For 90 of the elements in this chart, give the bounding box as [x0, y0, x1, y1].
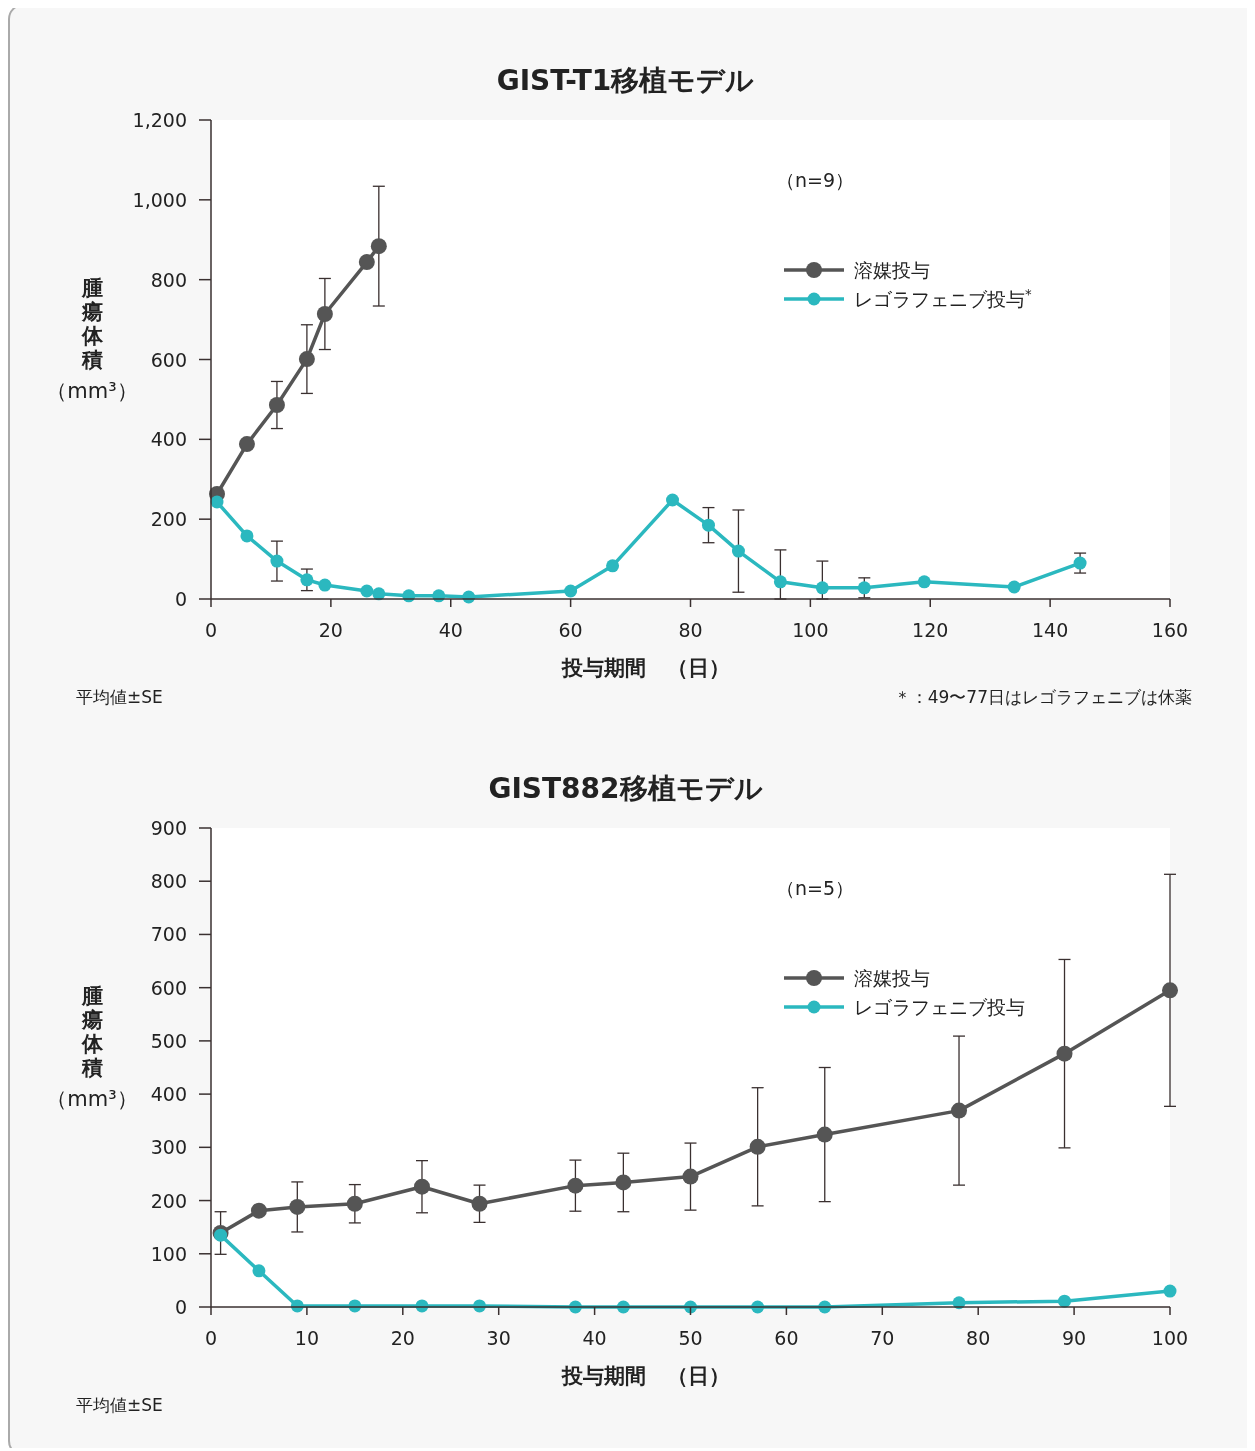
point: [346, 1195, 363, 1212]
x-tick-label: 0: [204, 619, 218, 641]
text: 平均値±SE: [76, 1395, 163, 1415]
y-tick-label: 800: [150, 268, 187, 291]
y-tick-label: 600: [150, 348, 187, 371]
x-tick-label: 40: [438, 619, 463, 641]
x-axis-title: 投与期間 （日）: [560, 656, 730, 680]
y-tick-label: 400: [150, 1083, 187, 1106]
legend-label: レゴラフェニブ投与: [854, 996, 1025, 1018]
y-tick-label: 500: [150, 1029, 187, 1052]
y-tick-label: 0: [174, 588, 187, 610]
point: [816, 1126, 833, 1143]
chart-title: GIST-T1移植モデル: [496, 64, 755, 97]
point: [1058, 1294, 1072, 1308]
point: [1163, 1284, 1177, 1298]
point: [360, 584, 374, 598]
x-tick-label: 70: [870, 1327, 895, 1349]
point: [773, 575, 787, 589]
point: [289, 1198, 306, 1215]
point: [358, 254, 375, 271]
point: [606, 559, 620, 573]
point: [370, 238, 387, 255]
x-tick-label: 120: [912, 619, 949, 641]
point: [252, 1264, 266, 1278]
y-tick-label: 200: [150, 508, 187, 531]
x-tick-label: 90: [1062, 1327, 1087, 1349]
point: [318, 578, 332, 592]
point: [413, 1178, 430, 1195]
annotation: （n=9）: [775, 169, 855, 191]
point: [731, 544, 745, 558]
x-tick-label: 40: [582, 1327, 607, 1349]
y-tick-label: 900: [150, 817, 187, 839]
point: [250, 1202, 267, 1219]
point: [1162, 982, 1178, 999]
point: [666, 493, 680, 507]
y-tick-label: 1,200: [132, 109, 187, 131]
point: [1007, 580, 1021, 594]
y-tick-label: 600: [150, 976, 187, 999]
point: [471, 1195, 488, 1212]
point: [238, 436, 255, 453]
point: [316, 306, 333, 322]
point: [815, 581, 829, 595]
point: [917, 575, 931, 589]
y-axis-title: 腫瘍体積（mm³）: [46, 276, 138, 403]
x-tick-label: 50: [678, 1327, 703, 1349]
y-tick-label: 800: [150, 870, 187, 893]
y-tick-label: 200: [150, 1189, 187, 1212]
text: 平均値±SE: [76, 687, 163, 707]
x-tick-label: 100: [1151, 1327, 1189, 1349]
y-tick-label: 300: [150, 1136, 187, 1159]
legend-label: レゴラフェニブ投与$^{*}$: [854, 286, 1032, 310]
point: [951, 1102, 968, 1119]
x-tick-label: 80: [966, 1327, 991, 1349]
point: [857, 581, 871, 595]
point: [749, 1138, 766, 1155]
x-tick-label: 100: [792, 619, 829, 641]
point: [240, 529, 254, 543]
point: [682, 1168, 699, 1185]
legend-label: 溶媒投与: [854, 259, 930, 281]
point: [615, 1174, 632, 1191]
x-tick-label: 80: [678, 619, 703, 641]
x-tick-label: 0: [204, 1327, 218, 1349]
point: [270, 554, 284, 568]
x-tick-label: 60: [774, 1327, 799, 1349]
y-tick-label: 1,000: [132, 188, 187, 211]
annotation: （n=5）: [775, 877, 855, 899]
chart-title: GIST882移植モデル: [488, 772, 763, 805]
point: [701, 518, 715, 532]
y-tick-label: 0: [174, 1296, 187, 1318]
x-axis-title: 投与期間 （日）: [560, 1364, 730, 1388]
x-tick-label: 20: [390, 1327, 415, 1349]
legend-label: 溶媒投与: [854, 967, 930, 989]
x-tick-label: 20: [318, 619, 343, 641]
y-tick-label: 100: [150, 1242, 187, 1265]
y-axis-title: 腫瘍体積（mm³）: [46, 984, 138, 1111]
point: [298, 351, 315, 368]
x-tick-label: 140: [1031, 619, 1069, 641]
x-tick-label: 30: [486, 1327, 511, 1349]
x-tick-label: 60: [558, 619, 583, 641]
y-tick-label: 700: [150, 923, 187, 946]
point: [300, 573, 314, 587]
y-tick-label: 400: [150, 428, 187, 451]
point: [564, 584, 578, 598]
x-tick-label: 160: [1151, 619, 1189, 641]
point: [1056, 1045, 1073, 1062]
x-tick-label: 10: [294, 1327, 319, 1349]
text: ＊：49〜77日はレゴラフェニブは休薬: [893, 687, 1192, 707]
point: [268, 397, 285, 414]
point: [567, 1177, 584, 1194]
point: [1073, 556, 1087, 570]
